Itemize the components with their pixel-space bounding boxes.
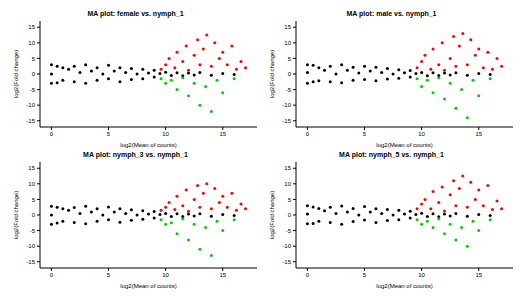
svg-text:5: 5 [107, 272, 111, 278]
svg-text:10: 10 [28, 181, 35, 187]
svg-text:0: 0 [50, 131, 54, 137]
svg-text:15: 15 [28, 24, 35, 30]
svg-text:log2(Fold change): log2(Fold change) [13, 50, 19, 98]
svg-text:5: 5 [32, 197, 36, 203]
svg-text:log2(Fold change): log2(Fold change) [269, 50, 275, 98]
svg-text:10: 10 [418, 272, 425, 278]
svg-text:15: 15 [284, 165, 291, 171]
svg-text:5: 5 [363, 272, 367, 278]
svg-text:-15: -15 [26, 118, 35, 124]
svg-text:15: 15 [219, 272, 226, 278]
html-text:MA plot: female vs. nymph_1: MA plot: female vs. nymph_1 [87, 10, 184, 17]
svg-text:log2(Fold change): log2(Fold change) [269, 191, 275, 239]
svg-text:-10: -10 [26, 243, 35, 249]
svg-text:-15: -15 [282, 118, 291, 124]
svg-text:0: 0 [306, 131, 310, 137]
svg-text:0: 0 [288, 212, 292, 218]
svg-text:log2(Mean of counts): log2(Mean of counts) [120, 283, 176, 289]
svg-text:0: 0 [32, 71, 36, 77]
svg-text:10: 10 [162, 131, 169, 137]
svg-text:10: 10 [418, 131, 425, 137]
svg-text:10: 10 [28, 40, 35, 46]
svg-text:0: 0 [288, 71, 292, 77]
svg-text:10: 10 [162, 272, 169, 278]
svg-text:-10: -10 [26, 102, 35, 108]
svg-text:-5: -5 [30, 87, 36, 93]
svg-text:-15: -15 [26, 259, 35, 265]
svg-text:log2(Mean of counts): log2(Mean of counts) [376, 142, 432, 148]
svg-text:0: 0 [50, 272, 54, 278]
svg-text:15: 15 [28, 165, 35, 171]
svg-text:5: 5 [288, 56, 292, 62]
html-text:MA plot: male vs. nymph_1: MA plot: male vs. nymph_1 [346, 10, 437, 17]
svg-text:15: 15 [475, 131, 482, 137]
svg-text:-5: -5 [286, 87, 292, 93]
svg-text:-15: -15 [282, 259, 291, 265]
svg-text:15: 15 [219, 131, 226, 137]
svg-text:15: 15 [284, 24, 291, 30]
svg-text:5: 5 [107, 131, 111, 137]
svg-text:5: 5 [32, 56, 36, 62]
svg-text:-10: -10 [282, 243, 291, 249]
svg-text:10: 10 [284, 40, 291, 46]
svg-text:log2(Mean of counts): log2(Mean of counts) [376, 283, 432, 289]
svg-text:5: 5 [288, 197, 292, 203]
svg-text:5: 5 [363, 131, 367, 137]
html-text:MA plot: nymph_3 vs. nymph_1: MA plot: nymph_3 vs. nymph_1 [83, 151, 188, 158]
svg-text:0: 0 [306, 272, 310, 278]
svg-text:-5: -5 [30, 228, 36, 234]
svg-text:-5: -5 [286, 228, 292, 234]
svg-text:0: 0 [32, 212, 36, 218]
html-text:MA plot: nymph_5 vs. nymph_1: MA plot: nymph_5 vs. nymph_1 [339, 151, 444, 158]
svg-text:log2(Fold change): log2(Fold change) [13, 191, 19, 239]
svg-text:15: 15 [475, 272, 482, 278]
svg-text:log2(Mean of counts): log2(Mean of counts) [120, 142, 176, 148]
svg-text:10: 10 [284, 181, 291, 187]
svg-text:-10: -10 [282, 102, 291, 108]
